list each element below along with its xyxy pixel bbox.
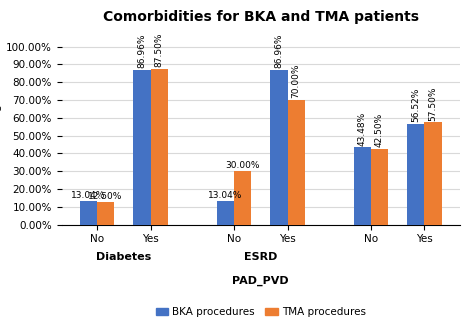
Legend: BKA procedures, TMA procedures: BKA procedures, TMA procedures xyxy=(151,303,370,321)
Text: 12.50%: 12.50% xyxy=(88,192,123,201)
Bar xyxy=(234,171,251,225)
Bar xyxy=(425,122,442,225)
Text: 42.50%: 42.50% xyxy=(375,113,384,147)
Text: 43.48%: 43.48% xyxy=(358,111,367,145)
Text: 13.04%: 13.04% xyxy=(71,191,106,200)
Bar xyxy=(288,100,305,225)
Title: Comorbidities for BKA and TMA patients: Comorbidities for BKA and TMA patients xyxy=(103,10,419,23)
Bar xyxy=(354,147,371,225)
Bar xyxy=(133,70,151,225)
Bar xyxy=(97,203,114,225)
Text: PAD_PVD: PAD_PVD xyxy=(232,276,289,286)
Bar xyxy=(371,149,388,225)
Text: Diabetes: Diabetes xyxy=(96,252,151,262)
Bar xyxy=(151,69,168,225)
Text: ESRD: ESRD xyxy=(244,252,277,262)
Text: 56.52%: 56.52% xyxy=(411,88,420,122)
Text: 87.50%: 87.50% xyxy=(155,33,164,67)
Text: 13.04%: 13.04% xyxy=(208,191,242,200)
Bar xyxy=(80,202,97,225)
Text: 30.00%: 30.00% xyxy=(225,160,260,169)
Bar xyxy=(407,124,425,225)
Text: 57.50%: 57.50% xyxy=(428,86,438,121)
Bar xyxy=(270,70,288,225)
Text: 86.96%: 86.96% xyxy=(137,34,146,68)
Text: 70.00%: 70.00% xyxy=(292,64,301,98)
Text: 86.96%: 86.96% xyxy=(274,34,283,68)
Bar xyxy=(217,202,234,225)
